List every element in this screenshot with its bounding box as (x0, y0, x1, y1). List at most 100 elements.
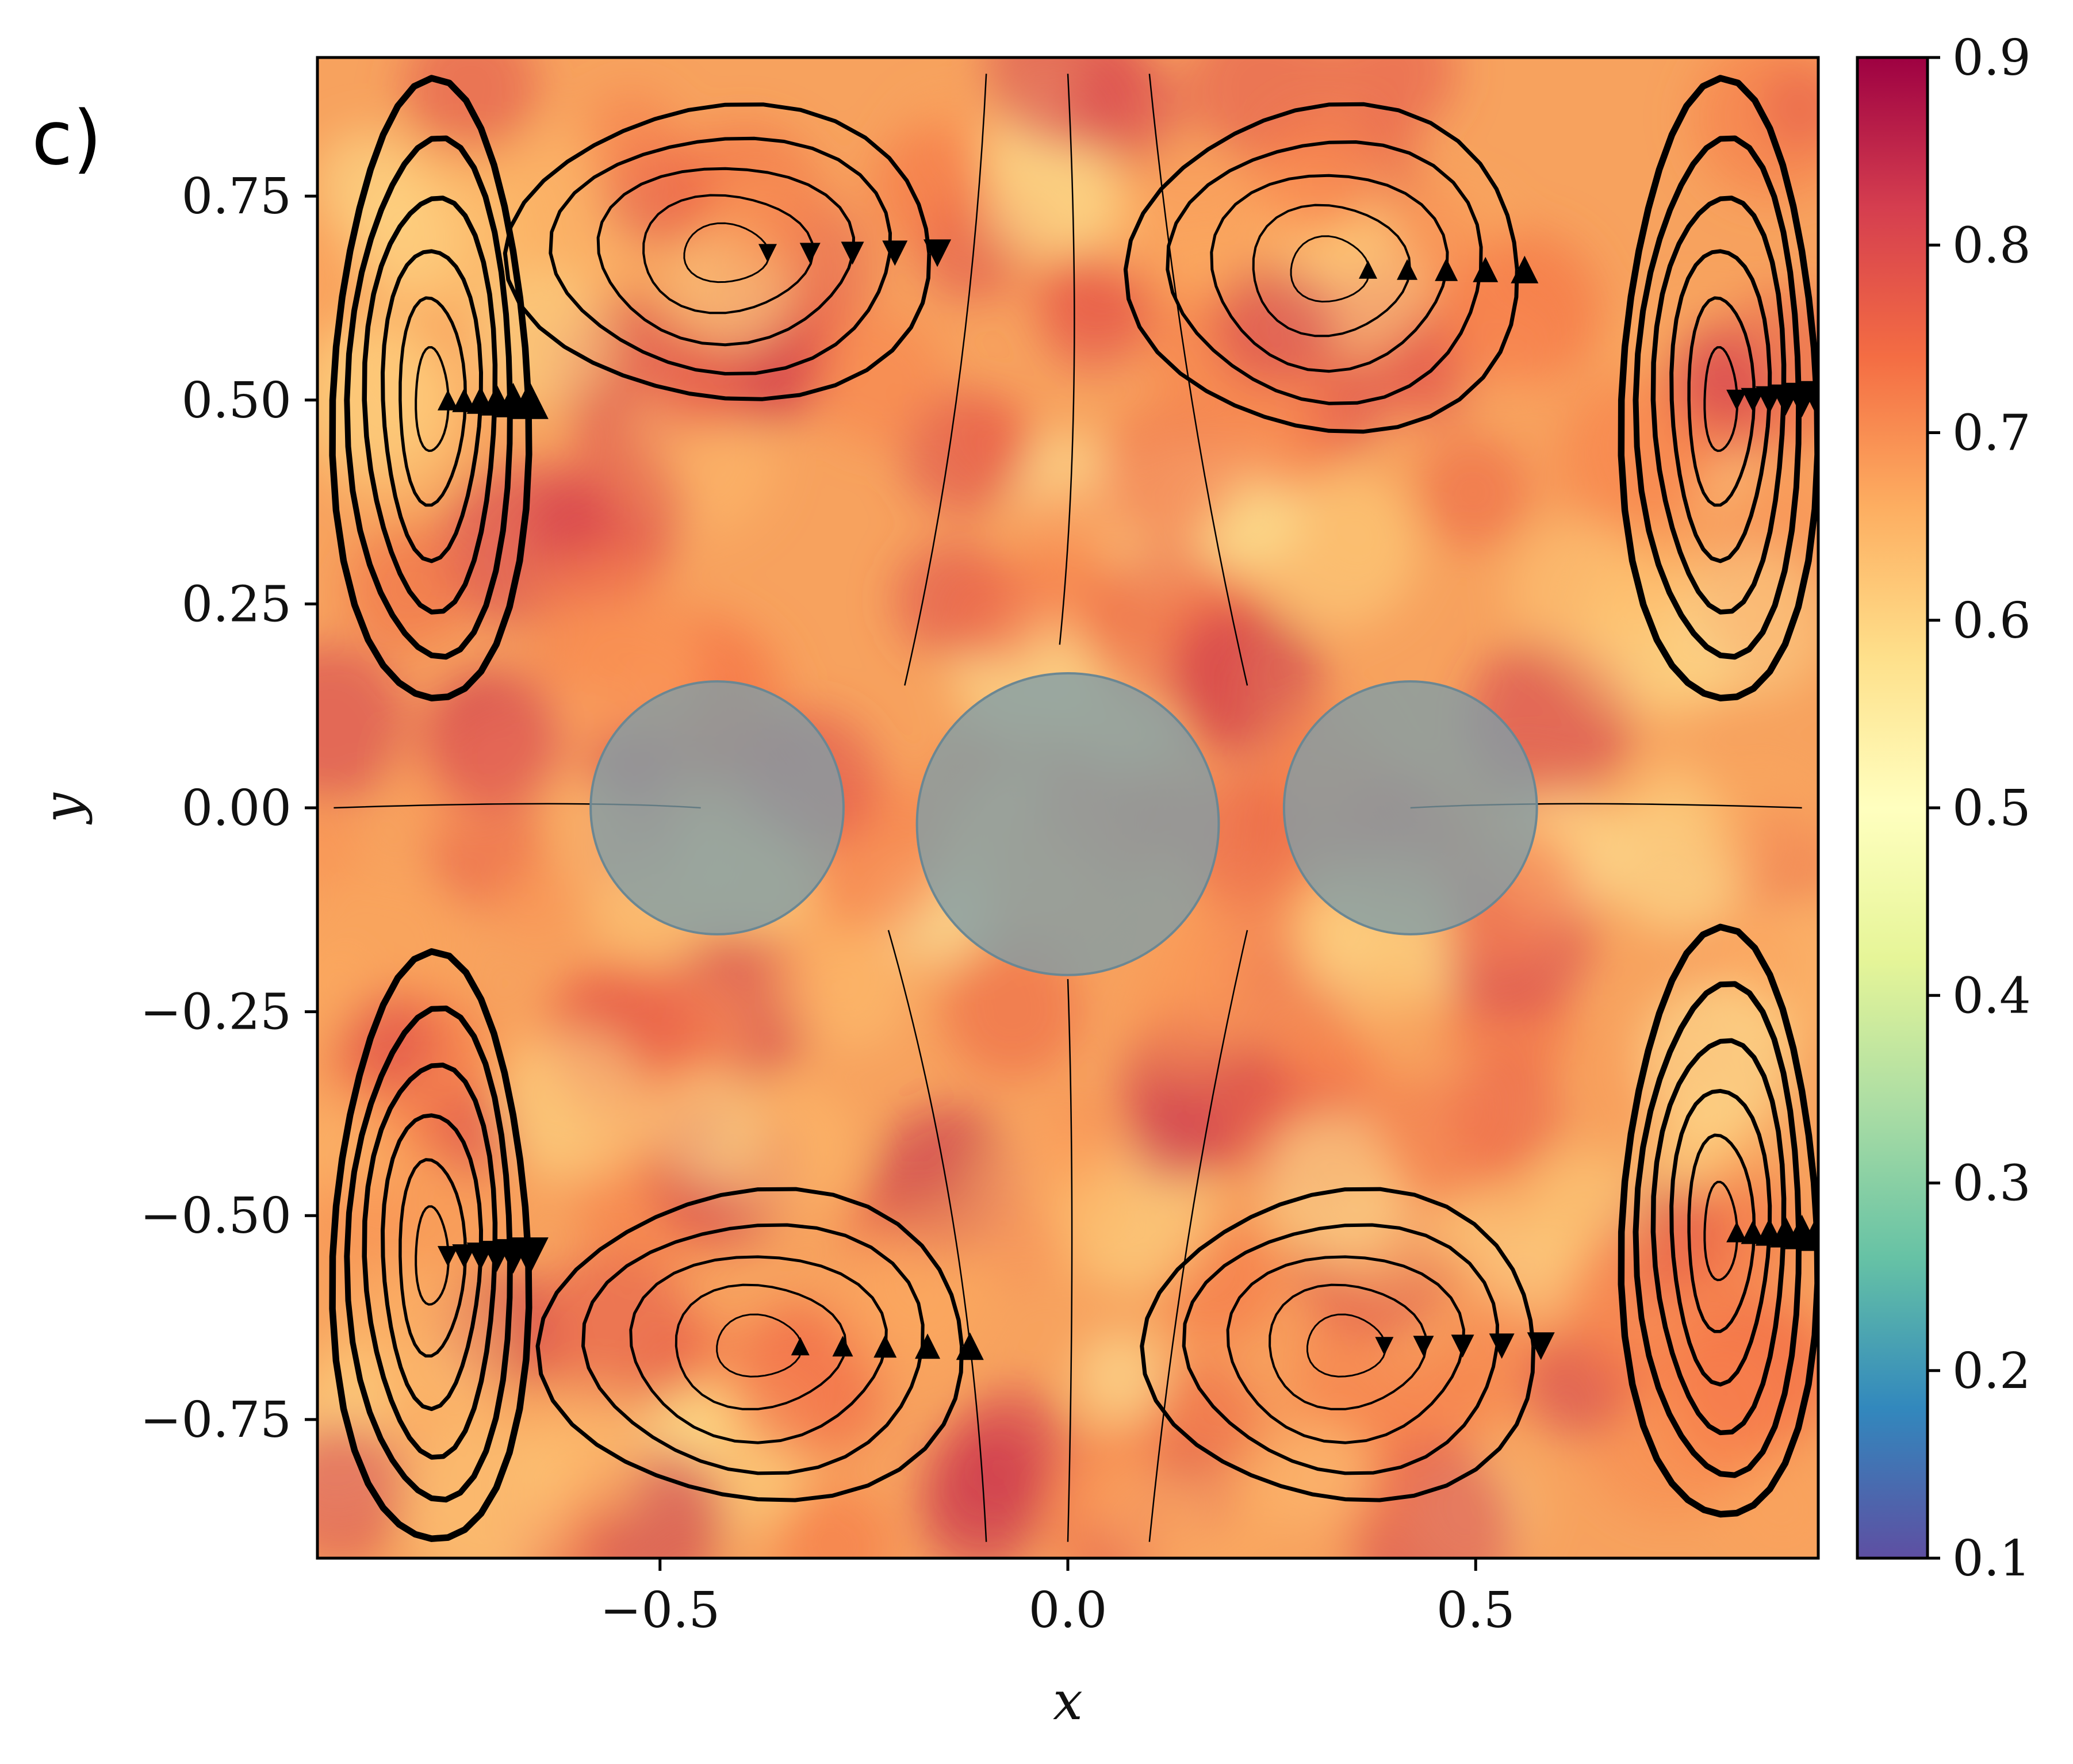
streamline-arrow (1511, 255, 1539, 283)
field-patch (403, 57, 538, 154)
field-patch (423, 673, 558, 808)
field-patch (1724, 1452, 1818, 1558)
streamline (1226, 1255, 1465, 1444)
field-patch (1393, 187, 1477, 272)
obstacle-disk (1282, 680, 1538, 935)
colorbar-tick-label: 0.7 (1952, 405, 2031, 462)
streamline (596, 167, 855, 347)
streamline-arrow (510, 381, 549, 419)
streamline-arrow (510, 1237, 549, 1276)
field-patch (1220, 361, 1352, 493)
streamline-arrow (1473, 256, 1499, 282)
field-patch (943, 941, 1082, 1079)
streamline (1650, 1038, 1787, 1436)
streamline (329, 948, 532, 1542)
streamline-arrow (1741, 388, 1765, 412)
streamline (381, 1113, 483, 1412)
streamline (887, 930, 987, 1542)
obstacles (589, 672, 1538, 976)
streamline (329, 75, 532, 701)
field-patch (317, 1171, 409, 1275)
field-patch (1214, 263, 1335, 384)
streamline-arrow (1741, 1220, 1765, 1244)
field-patch (1314, 486, 1407, 579)
streamline (1633, 135, 1802, 660)
streamline (344, 1005, 513, 1503)
field-patch (317, 804, 363, 889)
x-tick-label: 0.5 (1436, 1582, 1515, 1639)
field-patch (499, 1029, 653, 1183)
field-patch (1093, 1464, 1203, 1558)
streamline-arrow (882, 240, 908, 266)
streamline (1703, 1180, 1739, 1282)
streamline (1633, 981, 1802, 1478)
streamline-arrow (1489, 1333, 1515, 1359)
field-patch (813, 313, 946, 446)
y-tick-label: −0.75 (140, 1391, 292, 1449)
field-patch (1128, 937, 1255, 1064)
field-patch (399, 1419, 569, 1558)
streamline-arrow (758, 244, 777, 263)
streamline (398, 1158, 468, 1358)
streamline (344, 135, 513, 660)
field-patch (527, 1252, 696, 1421)
field-patch (1075, 1330, 1166, 1421)
field-patch (952, 397, 1035, 480)
streamline-arrow (1435, 258, 1458, 281)
colorbar-tick-label: 0.8 (1952, 217, 2031, 274)
field-patch (1416, 435, 1530, 549)
streamline-arrow (873, 1334, 897, 1358)
field-patch (532, 544, 676, 688)
y-tick-label: −0.25 (140, 984, 292, 1041)
streamline (362, 1063, 498, 1460)
x-axis: −0.5 0.0 0.5 (600, 1558, 1515, 1639)
streamlines (329, 74, 1818, 1542)
streamline (415, 346, 450, 452)
field-patch (1033, 249, 1126, 342)
x-tick-label: −0.5 (600, 1582, 720, 1639)
streamline-arrow (1375, 1337, 1394, 1356)
streamline-arrow (799, 243, 821, 264)
streamline (1306, 1313, 1387, 1378)
streamline (1182, 1223, 1499, 1475)
streamline-arrow (437, 389, 458, 411)
streamline (1148, 74, 1248, 686)
streamline-arrow (1413, 1336, 1434, 1357)
colorbar: 0.9 0.8 0.7 0.6 0.5 0.4 0.3 0.2 0.1 (1856, 29, 2031, 1587)
streamline (1252, 204, 1411, 338)
y-axis: 0.75 0.50 0.25 0.00 −0.25 −0.50 −0.75 (140, 168, 317, 1449)
y-tick-label: 0.75 (182, 168, 292, 225)
streamline-arrow (437, 1246, 458, 1267)
y-tick-label: 0.00 (182, 780, 292, 837)
streamline (1148, 930, 1248, 1542)
field-patch (1636, 980, 1795, 1139)
field-patch (957, 1386, 1070, 1499)
obstacle-disk (589, 680, 845, 935)
field-patch (947, 561, 1051, 665)
streamline-arrow (1451, 1334, 1474, 1358)
streamline (1687, 296, 1756, 507)
colorbar-tick-label: 0.6 (1952, 592, 2031, 650)
streamline (1059, 74, 1075, 645)
field-patch (1508, 520, 1650, 661)
streamline (1618, 923, 1818, 1518)
streamline (683, 222, 770, 283)
streamline (1618, 75, 1818, 701)
x-tick-label: 0.0 (1029, 1582, 1108, 1639)
field-patch (492, 864, 578, 949)
streamline (675, 1283, 847, 1410)
streamline-arrow (924, 239, 952, 267)
plot-area (316, 56, 1820, 1560)
colorbar-tick-label: 0.9 (1952, 29, 2031, 87)
streamline (904, 74, 987, 686)
field-patch (776, 1488, 894, 1558)
streamline-arrow (1397, 259, 1418, 280)
field-patch (657, 343, 744, 430)
streamline (535, 1187, 964, 1502)
field-patch (351, 156, 511, 316)
streamline (1123, 102, 1519, 434)
field-patch (1702, 768, 1818, 888)
field-patch (714, 166, 814, 265)
y-tick-label: 0.50 (182, 372, 292, 430)
field-patch (317, 644, 409, 803)
